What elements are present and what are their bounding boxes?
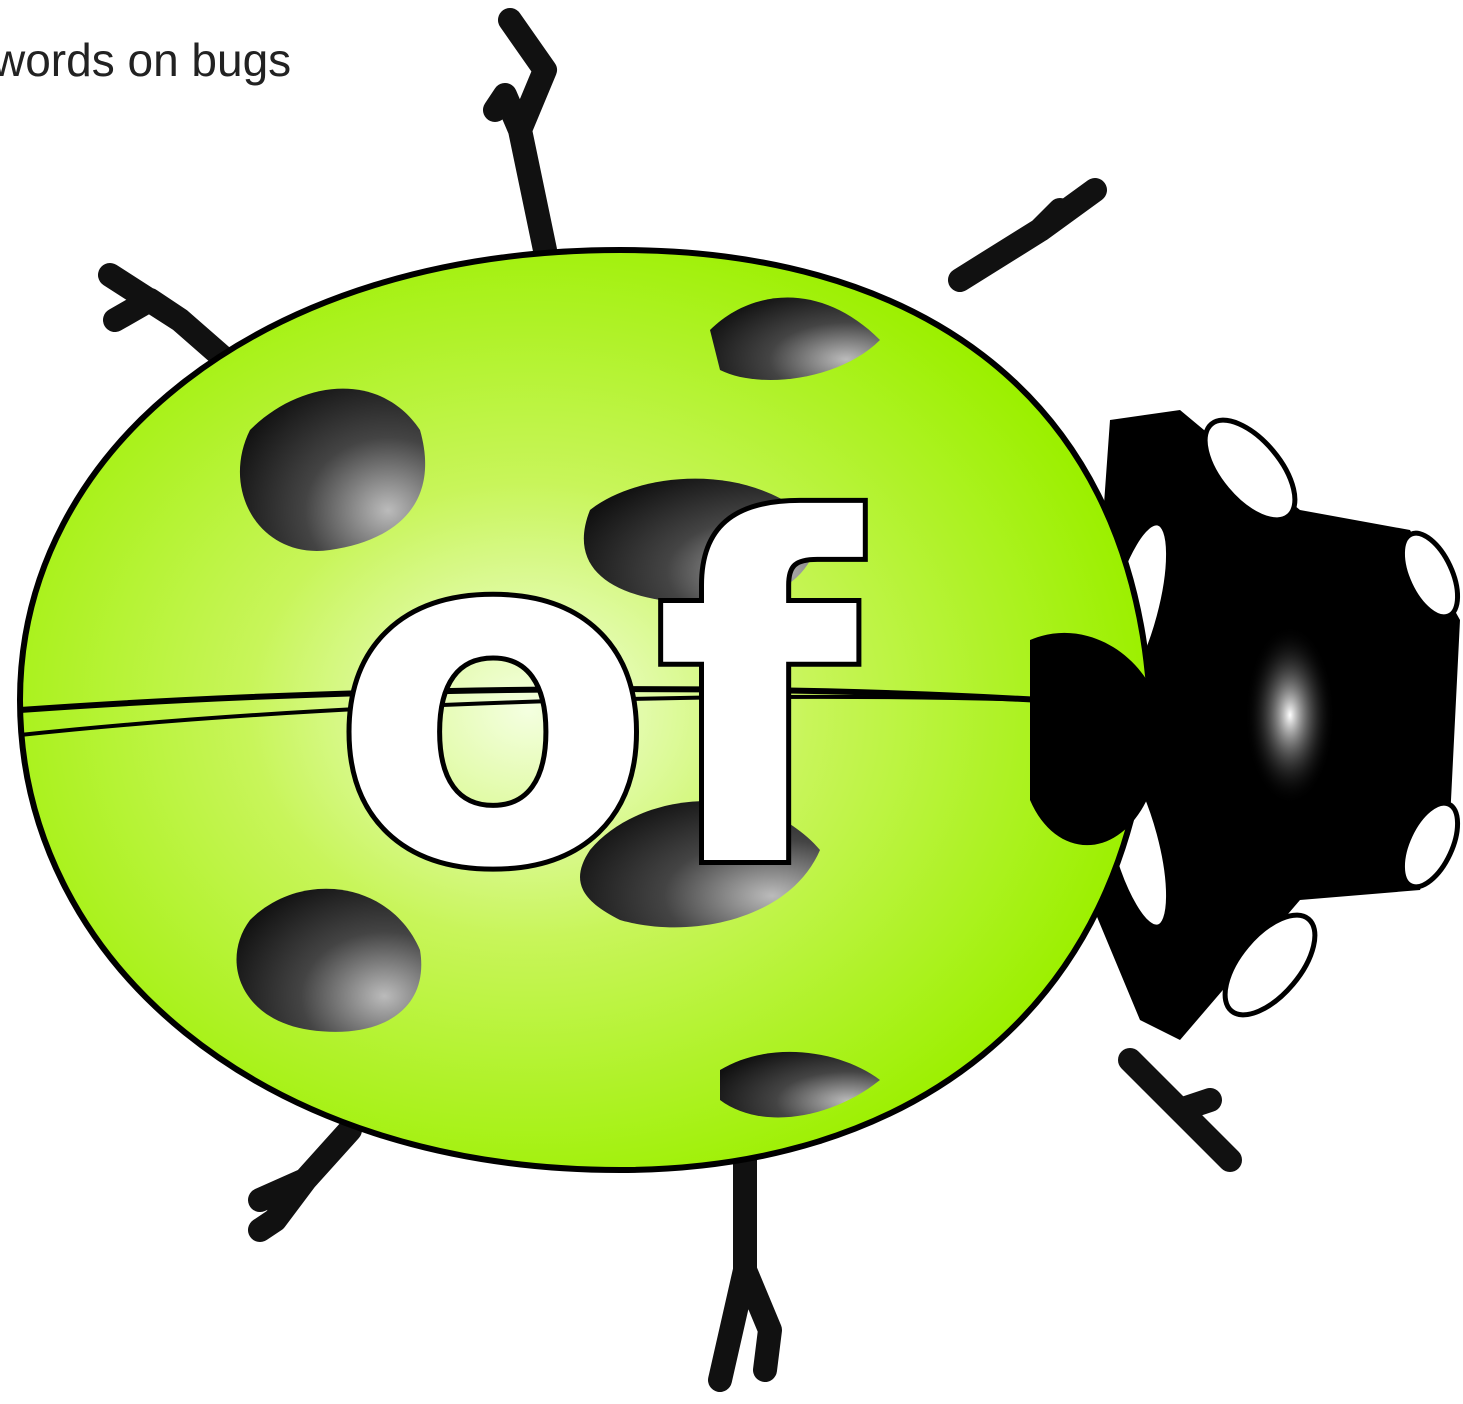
sight-word: of — [331, 424, 867, 971]
bug-picture: words on bugs of — [0, 0, 1463, 1404]
page: words on bugs of (() => { const data = J… — [0, 0, 1463, 1404]
page-title: words on bugs — [0, 34, 291, 86]
